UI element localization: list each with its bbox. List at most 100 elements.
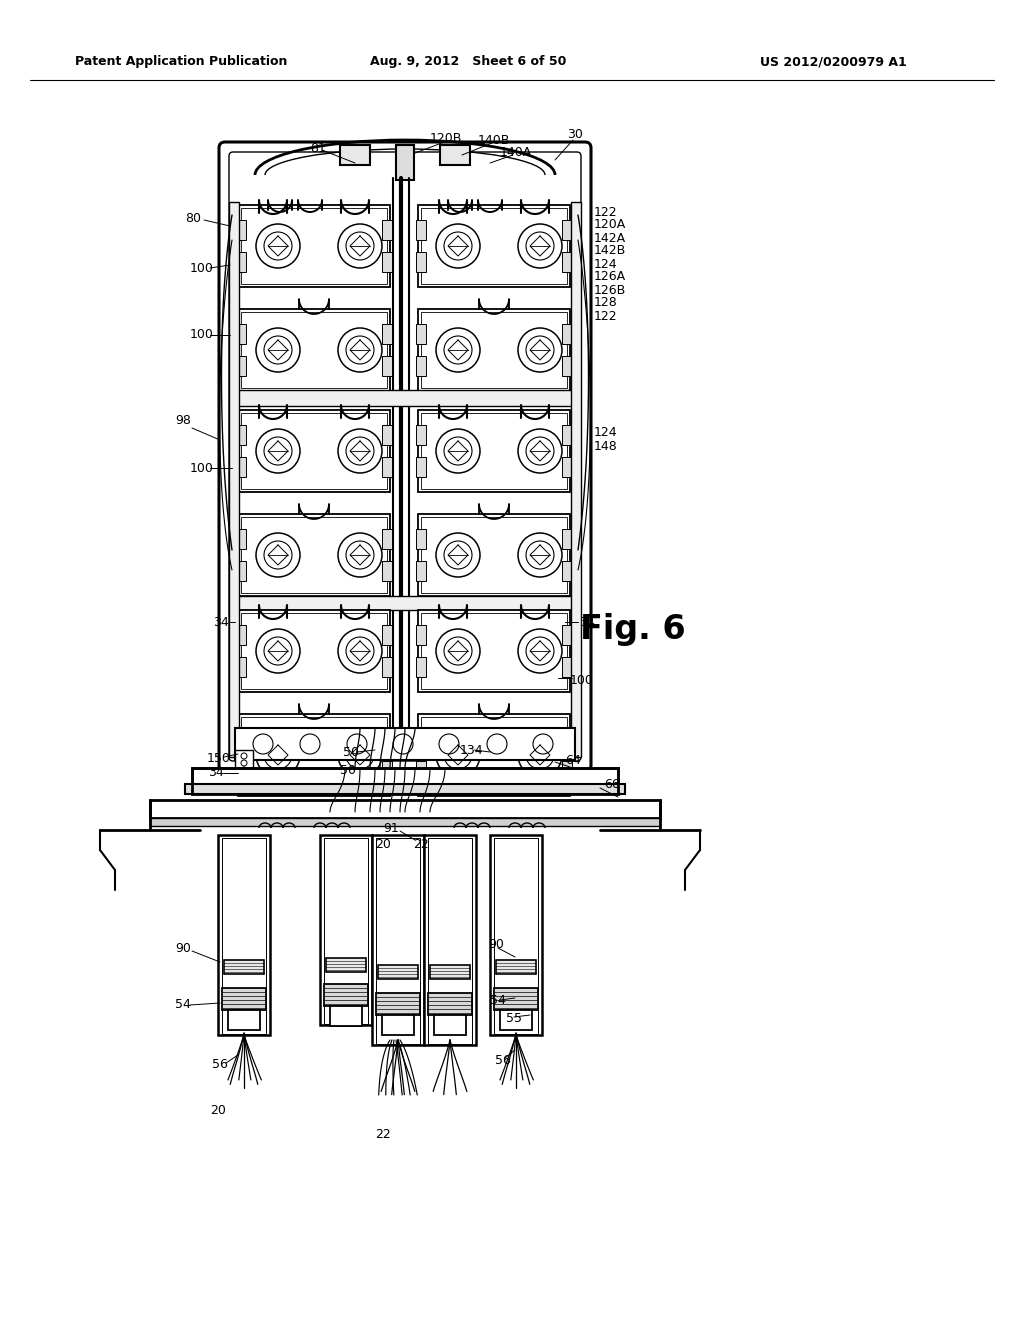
Bar: [424, 836, 476, 1045]
Text: 142B: 142B: [594, 244, 627, 257]
Bar: [421, 517, 567, 593]
Circle shape: [436, 630, 480, 673]
Circle shape: [241, 760, 247, 766]
Bar: [193, 768, 618, 795]
Circle shape: [518, 429, 562, 473]
Bar: [382, 252, 392, 272]
Bar: [218, 836, 270, 1035]
Bar: [340, 145, 370, 165]
Text: 80: 80: [185, 211, 201, 224]
Text: 22: 22: [375, 1129, 391, 1142]
Bar: [234, 729, 575, 760]
Text: 126A: 126A: [594, 271, 626, 284]
Bar: [324, 983, 368, 1006]
Bar: [222, 838, 266, 1034]
Text: 122: 122: [594, 206, 617, 219]
Bar: [434, 1015, 466, 1035]
Circle shape: [347, 734, 367, 754]
Bar: [150, 818, 660, 826]
Bar: [382, 220, 392, 240]
Bar: [418, 205, 570, 286]
Bar: [416, 624, 426, 645]
Bar: [416, 561, 426, 581]
Circle shape: [256, 733, 300, 777]
Circle shape: [253, 734, 273, 754]
Text: 134: 134: [460, 743, 483, 756]
Circle shape: [518, 224, 562, 268]
Text: Fig. 6: Fig. 6: [580, 614, 686, 647]
Circle shape: [346, 741, 374, 770]
Text: 56: 56: [495, 1053, 511, 1067]
Text: 124: 124: [594, 425, 617, 438]
Text: 100: 100: [190, 329, 214, 342]
Text: 100: 100: [570, 673, 594, 686]
Text: 148: 148: [594, 440, 617, 453]
Bar: [382, 1015, 414, 1035]
Bar: [421, 209, 567, 284]
Text: 100: 100: [190, 462, 214, 474]
Bar: [416, 323, 426, 345]
Circle shape: [534, 734, 553, 754]
Circle shape: [487, 734, 507, 754]
Bar: [236, 220, 246, 240]
Bar: [382, 529, 392, 549]
Bar: [234, 750, 253, 774]
Bar: [571, 202, 581, 756]
Circle shape: [393, 734, 413, 754]
Bar: [236, 252, 246, 272]
Circle shape: [518, 630, 562, 673]
Bar: [236, 624, 246, 645]
Text: 81: 81: [310, 141, 326, 154]
Bar: [228, 1010, 260, 1030]
Circle shape: [526, 638, 554, 665]
Bar: [319, 836, 372, 1026]
Circle shape: [526, 741, 554, 770]
Bar: [428, 838, 472, 1044]
Text: 128: 128: [594, 297, 617, 309]
Circle shape: [300, 734, 319, 754]
Bar: [418, 513, 570, 597]
Circle shape: [444, 638, 472, 665]
Circle shape: [518, 533, 562, 577]
Circle shape: [338, 224, 382, 268]
Text: 34: 34: [579, 615, 595, 628]
Bar: [416, 457, 426, 477]
Circle shape: [518, 327, 562, 372]
Bar: [418, 610, 570, 692]
Bar: [326, 958, 366, 972]
Bar: [418, 714, 570, 796]
Text: 20: 20: [375, 838, 391, 851]
Bar: [416, 529, 426, 549]
Text: 91: 91: [383, 821, 398, 834]
Bar: [416, 657, 426, 677]
Circle shape: [256, 429, 300, 473]
Bar: [378, 965, 418, 979]
Bar: [382, 457, 392, 477]
Bar: [193, 768, 618, 784]
Circle shape: [436, 429, 480, 473]
Bar: [396, 145, 414, 180]
Bar: [500, 1010, 532, 1030]
Text: 22: 22: [413, 838, 429, 851]
Circle shape: [264, 232, 292, 260]
Bar: [241, 717, 387, 793]
Bar: [382, 561, 392, 581]
Text: 90: 90: [175, 941, 190, 954]
Bar: [229, 202, 239, 756]
Bar: [562, 624, 572, 645]
Bar: [236, 356, 246, 376]
Bar: [238, 205, 390, 286]
Circle shape: [444, 541, 472, 569]
Bar: [238, 411, 390, 492]
Text: 126B: 126B: [594, 284, 627, 297]
Circle shape: [436, 224, 480, 268]
Bar: [241, 517, 387, 593]
Bar: [496, 960, 536, 974]
Text: 56: 56: [212, 1059, 228, 1072]
Bar: [241, 413, 387, 488]
Bar: [324, 838, 368, 1024]
Bar: [562, 762, 572, 781]
Circle shape: [264, 337, 292, 364]
Text: 100: 100: [190, 261, 214, 275]
Circle shape: [526, 437, 554, 465]
